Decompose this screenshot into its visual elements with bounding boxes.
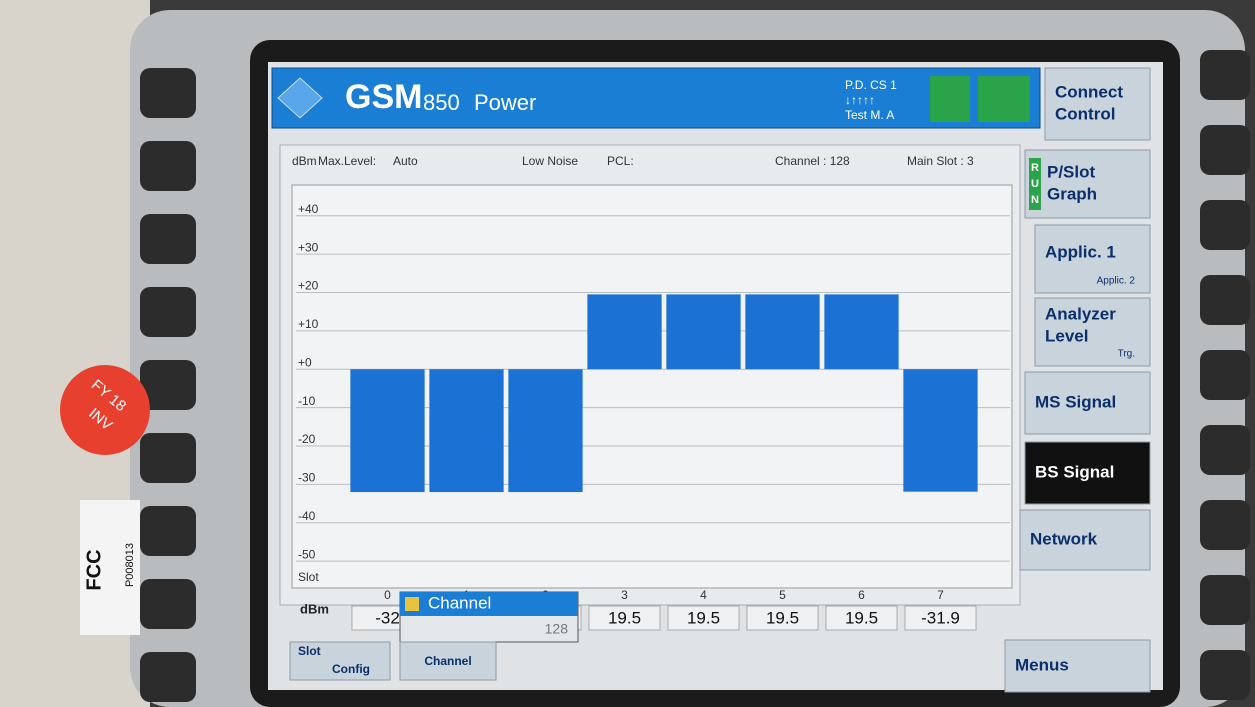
value-label: 19.5 bbox=[687, 608, 720, 627]
bar bbox=[666, 294, 740, 369]
status-icon bbox=[978, 76, 1030, 122]
value-label: 19.5 bbox=[845, 608, 878, 627]
hw-key[interactable] bbox=[1200, 200, 1250, 250]
asset-text: FCC bbox=[83, 549, 105, 590]
y-tick-label: -20 bbox=[298, 432, 316, 446]
run-letter: R bbox=[1031, 162, 1039, 174]
chart-header-text: Low Noise bbox=[522, 154, 578, 168]
status-text: P.D. CS 1 bbox=[845, 78, 897, 92]
status-text: ↓↑↑↑↑ bbox=[845, 93, 875, 107]
x-tick-label: 4 bbox=[700, 588, 707, 602]
x-axis-label: Slot bbox=[298, 570, 319, 584]
softkey-label: Menus bbox=[1015, 655, 1069, 674]
y-tick-label: -50 bbox=[298, 547, 316, 561]
hw-key[interactable] bbox=[1200, 50, 1250, 100]
softkey-label: Graph bbox=[1047, 184, 1097, 203]
chart-header-text: Auto bbox=[393, 154, 418, 168]
x-tick-label: 6 bbox=[858, 588, 865, 602]
status-icon bbox=[930, 76, 970, 122]
bar bbox=[824, 294, 898, 369]
hw-key[interactable] bbox=[140, 214, 196, 264]
softkey-label: Analyzer bbox=[1045, 304, 1116, 323]
y-tick-label: +20 bbox=[298, 279, 319, 293]
hw-key[interactable] bbox=[140, 433, 196, 483]
softkey-label: BS Signal bbox=[1035, 462, 1114, 481]
bottom-softkey-label: Channel bbox=[424, 654, 471, 668]
x-tick-label: 7 bbox=[937, 588, 944, 602]
x-tick-label: 3 bbox=[621, 588, 628, 602]
value-label: -31.9 bbox=[921, 608, 960, 627]
hw-key[interactable] bbox=[1200, 350, 1250, 400]
bottom-softkey-label: Slot bbox=[298, 644, 321, 658]
hw-key[interactable] bbox=[140, 579, 196, 629]
hw-key[interactable] bbox=[140, 287, 196, 337]
y-tick-label: -10 bbox=[298, 394, 316, 408]
chart-header-text: Main Slot : 3 bbox=[907, 154, 974, 168]
hw-key[interactable] bbox=[1200, 500, 1250, 550]
bar bbox=[508, 369, 582, 492]
status-text: Test M. A bbox=[845, 108, 894, 122]
softkey-label: Connect bbox=[1055, 82, 1123, 101]
softkey-sub: Trg. bbox=[1118, 349, 1135, 360]
y-tick-label: -40 bbox=[298, 509, 316, 523]
x-tick-label: 0 bbox=[384, 588, 391, 602]
softkey-label: Network bbox=[1030, 529, 1098, 548]
header-band: 850 bbox=[423, 90, 460, 115]
bar bbox=[903, 369, 977, 491]
hw-key[interactable] bbox=[1200, 575, 1250, 625]
bar bbox=[429, 369, 503, 492]
hw-key[interactable] bbox=[1200, 425, 1250, 475]
value-row-label: dBm bbox=[300, 601, 329, 616]
run-letter: U bbox=[1031, 178, 1039, 190]
sticker bbox=[60, 365, 150, 455]
chart-header-text: Max.Level: bbox=[318, 154, 376, 168]
chart-header-text: Channel : 128 bbox=[775, 154, 850, 168]
asset-text: P008013 bbox=[124, 543, 136, 587]
popup-icon bbox=[405, 597, 419, 611]
hw-key[interactable] bbox=[140, 652, 196, 702]
softkey-sub: Applic. 2 bbox=[1097, 276, 1136, 287]
value-label: 19.5 bbox=[608, 608, 641, 627]
hw-key[interactable] bbox=[140, 68, 196, 118]
softkey-label: Control bbox=[1055, 104, 1115, 123]
y-tick-label: +0 bbox=[298, 355, 312, 369]
value-label: 19.5 bbox=[766, 608, 799, 627]
run-letter: N bbox=[1031, 194, 1039, 206]
popup-title: Channel bbox=[428, 593, 491, 612]
chart-header-text: PCL: bbox=[607, 154, 634, 168]
screen-photo: FY 18INVFCCP008013GSM850PowerP.D. CS 1↓↑… bbox=[0, 0, 1255, 707]
x-tick-label: 5 bbox=[779, 588, 786, 602]
softkey-label: Applic. 1 bbox=[1045, 242, 1116, 261]
hw-key[interactable] bbox=[1200, 275, 1250, 325]
softkey-label: P/Slot bbox=[1047, 162, 1096, 181]
popup-value[interactable]: 128 bbox=[545, 621, 569, 637]
hw-key[interactable] bbox=[140, 506, 196, 556]
softkey-label: MS Signal bbox=[1035, 392, 1116, 411]
softkey-label: Level bbox=[1045, 326, 1088, 345]
bar bbox=[587, 294, 661, 369]
header-title: GSM bbox=[345, 78, 422, 116]
y-tick-label: +40 bbox=[298, 202, 319, 216]
bottom-softkey-label: Config bbox=[332, 662, 370, 676]
bar bbox=[350, 369, 424, 492]
header-mode: Power bbox=[474, 90, 536, 115]
value-label: -32 bbox=[375, 608, 400, 627]
hw-key[interactable] bbox=[140, 141, 196, 191]
y-tick-label: +10 bbox=[298, 317, 319, 331]
hw-key[interactable] bbox=[1200, 125, 1250, 175]
bar bbox=[745, 294, 819, 369]
y-tick-label: +30 bbox=[298, 240, 319, 254]
y-tick-label: -30 bbox=[298, 471, 316, 485]
chart-header-text: dBm bbox=[292, 154, 317, 168]
hw-key[interactable] bbox=[1200, 650, 1250, 700]
